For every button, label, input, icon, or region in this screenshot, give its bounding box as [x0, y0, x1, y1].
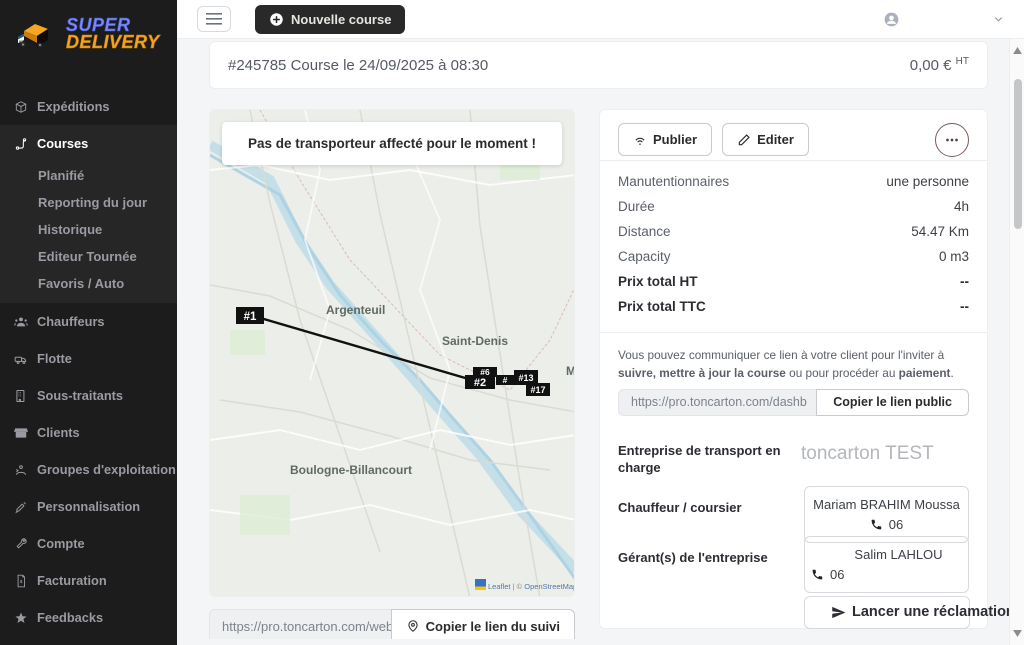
svg-text:#1: #1: [244, 311, 257, 323]
svg-text:#13: #13: [518, 373, 533, 383]
svg-text:Mo: Mo: [566, 364, 575, 378]
svg-text:$: $: [20, 579, 23, 584]
svg-text:Leaflet | © OpenStreetMap cont: Leaflet | © OpenStreetMap contributors: [488, 582, 575, 591]
svg-text:#2: #2: [474, 377, 486, 389]
svg-text:Saint-Denis: Saint-Denis: [442, 334, 508, 348]
svg-text:Argenteuil: Argenteuil: [326, 303, 385, 317]
svg-text:Boulogne-Billancourt: Boulogne-Billancourt: [290, 463, 412, 477]
svg-text:#6: #6: [480, 367, 490, 377]
svg-text:#: #: [503, 375, 508, 385]
svg-text:#17: #17: [530, 385, 545, 395]
